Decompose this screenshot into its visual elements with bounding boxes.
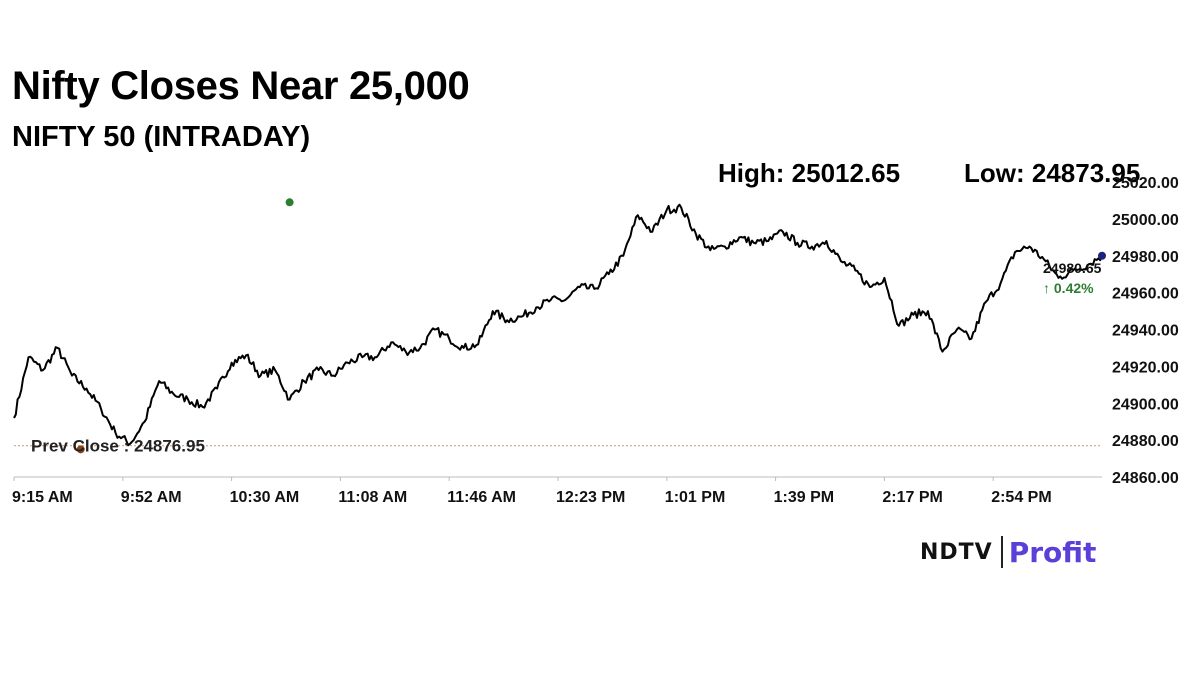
y-tick-label: 24960.00 [1112, 286, 1179, 303]
y-tick-label: 25000.00 [1112, 212, 1179, 229]
x-tick-label: 1:01 PM [665, 489, 725, 506]
y-tick-label: 24980.00 [1112, 249, 1179, 266]
day-low-marker [76, 445, 85, 454]
y-tick-label: 24920.00 [1112, 359, 1179, 376]
logo-profit-text: Profit [1008, 535, 1097, 569]
x-tick-label: 12:23 PM [556, 489, 625, 506]
chart-title: Nifty Closes Near 25,000 [12, 64, 470, 108]
price-line-series [13, 203, 1103, 447]
day-high-marker [285, 198, 294, 207]
x-tick-label: 9:52 AM [121, 489, 182, 506]
change-percent-label: ↑ 0.42% [1043, 280, 1094, 296]
day-low-label: Low: 24873.95 [964, 158, 1141, 188]
y-tick-label: 24880.00 [1112, 433, 1179, 450]
y-tick-label: 24940.00 [1112, 323, 1179, 340]
logo-ndtv-text: NDTV [920, 539, 993, 565]
y-tick-label: 25020.00 [1112, 175, 1179, 192]
logo-divider [1000, 536, 1003, 568]
day-high-label: High: 25012.65 [718, 158, 901, 188]
chart-subtitle: NIFTY 50 (INTRADAY) [12, 121, 311, 153]
last-value-label: 24980.65 [1043, 260, 1102, 276]
x-tick-label: 10:30 AM [230, 489, 300, 506]
x-tick-label: 2:17 PM [882, 489, 942, 506]
x-tick-label: 1:39 PM [774, 489, 834, 506]
ndtv-profit-logo: NDTV Profit [920, 532, 1096, 572]
x-tick-label: 11:46 AM [447, 489, 516, 506]
y-tick-label: 24900.00 [1112, 396, 1179, 413]
x-tick-label: 2:54 PM [991, 489, 1051, 506]
x-tick-label: 9:15 AM [12, 489, 73, 506]
last-price-marker [1098, 251, 1106, 260]
prev-close-label: Prev Close : 24876.95 [31, 437, 205, 456]
y-tick-label: 24860.00 [1112, 470, 1179, 487]
x-tick-label: 11:08 AM [338, 489, 407, 506]
